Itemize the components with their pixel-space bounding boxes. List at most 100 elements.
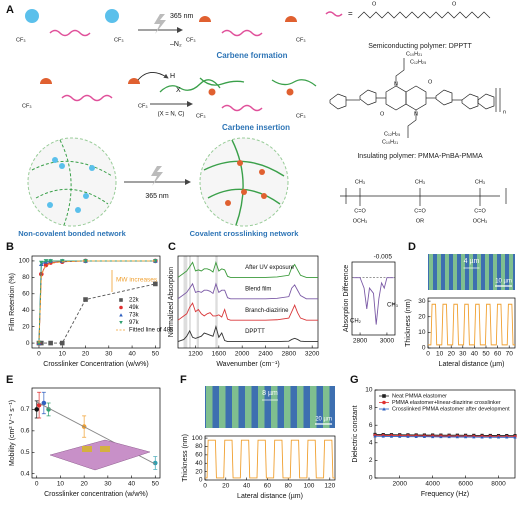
legend-label: PMMA elastomer+linear-diazirine crosslin…: [392, 400, 501, 406]
light-icon: [154, 14, 166, 34]
x-tick-label: 20: [222, 483, 230, 490]
panel-label: E: [6, 374, 13, 386]
marker: [496, 435, 501, 439]
x-axis-label: Crosslinker concentration (w/w%): [44, 491, 148, 498]
stripe: [245, 386, 252, 428]
stripe: [453, 254, 457, 290]
panel-label: F: [180, 374, 187, 386]
stripe: [271, 386, 278, 428]
y-tick-label: 0: [369, 475, 373, 482]
linker: [221, 29, 263, 37]
y-tick-label: 6: [369, 422, 373, 429]
marker: [36, 341, 42, 346]
stripe: [323, 386, 330, 428]
step-label: Carbene formation: [216, 51, 287, 60]
marker: [59, 340, 65, 346]
x-tick-label: 1600: [212, 351, 227, 358]
marker: [83, 259, 88, 264]
x-tick-label: 30: [105, 351, 113, 358]
x-tick-label: 2000: [392, 481, 407, 488]
x-tick-label: 10: [436, 351, 444, 358]
panel-label: B: [6, 241, 14, 253]
data-line: [177, 260, 318, 278]
legend-label: 22k: [129, 298, 140, 304]
panel-label: D: [408, 241, 416, 253]
chem-label: O: [372, 1, 377, 7]
y-tick-label: 100: [192, 435, 203, 442]
legend-marker: [119, 321, 123, 325]
chem-label: O: [452, 1, 457, 7]
linker: [325, 11, 343, 17]
data-line: [428, 303, 515, 346]
atom-label: H: [170, 73, 175, 80]
chem-label: C₁₀H₂₁: [382, 139, 398, 145]
legend-label: Neat PMMA elastomer: [392, 393, 447, 399]
chem-label: CF₃: [186, 37, 196, 43]
legend-label: Crosslinked PMMA elastomer after develop…: [392, 406, 510, 412]
stripe: [258, 386, 265, 428]
data-line: [38, 260, 156, 344]
scale-label: 10 µm: [495, 279, 512, 285]
plot-frame: [31, 255, 161, 349]
x-tick-label: 8000: [491, 481, 506, 488]
y-tick-label: 20: [22, 323, 30, 330]
x-tick-label: 40: [128, 351, 136, 358]
stripe: [509, 254, 513, 290]
x-tick-label: 2000: [235, 351, 250, 358]
stripe: [477, 254, 481, 290]
y-tick-label: 60: [195, 452, 203, 459]
plot-frame: [177, 255, 319, 349]
linker: [221, 104, 263, 112]
x-tick-label: 3200: [305, 351, 320, 358]
marker: [455, 435, 459, 439]
light-icon: [151, 166, 163, 186]
y-axis-label: Mobility (cm² V⁻¹ s⁻¹): [9, 400, 16, 466]
legend-marker: [382, 407, 386, 411]
annotation: MW increases: [116, 277, 158, 284]
x-tick-label: 70: [506, 351, 514, 358]
stripe: [445, 254, 449, 290]
highlight-band: [183, 256, 188, 348]
y-tick-label: 60: [22, 291, 30, 298]
x-tick-label: 40: [471, 351, 479, 358]
chem-label: C=O: [474, 208, 486, 214]
x-tick-label: 30: [104, 481, 112, 488]
y-tick-label: 20: [418, 313, 426, 320]
legend-marker: [119, 298, 123, 302]
stripe: [493, 254, 497, 290]
marker: [41, 400, 47, 406]
chem-label: N: [414, 111, 418, 117]
marker: [152, 460, 158, 466]
step-label: Carbene insertion: [222, 123, 290, 132]
chem-label: C=O: [414, 208, 426, 214]
x-tick-label: 60: [264, 483, 272, 490]
panel-label: C: [168, 241, 176, 253]
plot-frame: [351, 261, 396, 336]
marker: [513, 435, 517, 439]
data-line: [177, 324, 318, 343]
x-tick-label: 2800: [282, 351, 297, 358]
chem-label: O: [428, 79, 433, 85]
curve-label: Blend film: [245, 286, 271, 292]
chem-label: CF₃: [114, 37, 124, 43]
y-tick-label: 0.5: [20, 449, 29, 456]
marker: [488, 435, 492, 439]
marker: [431, 435, 435, 439]
arrow: [137, 72, 169, 81]
polymer-title: Semiconducting polymer: DPPTT: [368, 43, 472, 50]
x-axis-label: Lateral distance (µm): [439, 361, 505, 368]
polymer-chain: [199, 77, 317, 87]
x-axis-label: Crosslinker Concentration (w/w%): [43, 361, 148, 368]
curve-label: DPPTT: [245, 329, 265, 335]
y-tick-label: 10: [365, 387, 373, 394]
y-tick-label: 80: [195, 443, 203, 450]
x-axis-label: Wavenumber (cm⁻¹): [216, 361, 279, 368]
y-tick-label: 10: [418, 329, 426, 336]
dpptt-structure: [329, 58, 501, 138]
x-tick-label: 20: [81, 481, 89, 488]
y-tick-label: 0: [199, 477, 203, 484]
marker: [373, 434, 377, 438]
marker: [39, 260, 44, 265]
crosslink: [286, 88, 294, 96]
chem-label: C₁₂H₂₅: [410, 59, 426, 65]
